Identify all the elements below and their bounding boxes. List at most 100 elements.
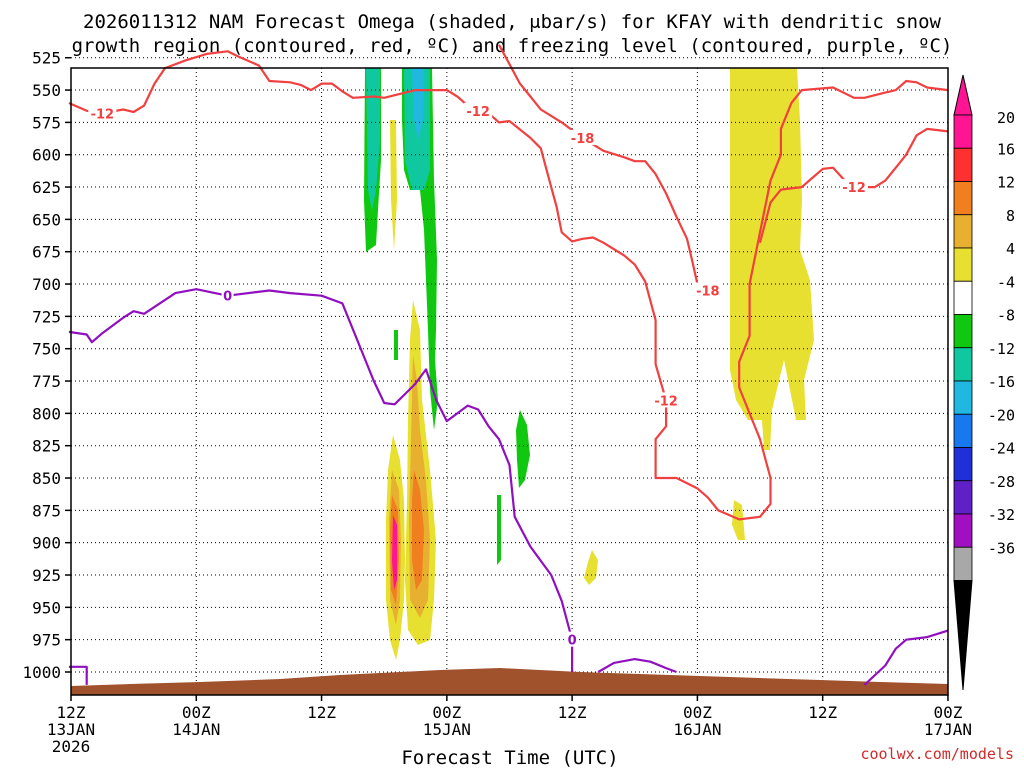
- contour-label-bg: [221, 287, 234, 303]
- plot-area: [71, 68, 948, 695]
- y-tick-label: 950: [32, 598, 61, 617]
- x-axis-label: Forecast Time (UTC): [401, 747, 618, 768]
- colorbar-swatch: [953, 347, 973, 382]
- x-tick-label: 12Z: [57, 703, 86, 722]
- colorbar-tick-label: -36: [988, 539, 1015, 557]
- contour-label: -12: [466, 105, 490, 120]
- contour-label-bg: [88, 105, 117, 121]
- y-tick-label: 800: [32, 404, 61, 423]
- contour-label-bg: [693, 282, 722, 298]
- colorbar-tick-label: -16: [988, 373, 1015, 391]
- contour-label-bg: [566, 631, 579, 647]
- y-tick-label: 575: [32, 113, 61, 132]
- colorbar-swatch: [953, 247, 973, 282]
- contour-line: [68, 288, 574, 672]
- y-tick-label: 850: [32, 469, 61, 488]
- y-tick-label: 650: [32, 210, 61, 229]
- omega-yellow-region-right: [730, 68, 814, 450]
- contour-label: -18: [571, 132, 595, 147]
- colorbar-tick-label: 12: [997, 174, 1015, 192]
- omega-magenta-core: [392, 515, 397, 590]
- contour-line: [68, 50, 949, 521]
- x-tick-label: 00Z: [934, 703, 963, 722]
- y-axis: 525 550 575 600 625 650 675 700 725 750 775 800 825 8…: [22, 49, 71, 682]
- x-tick-label: 12Z: [558, 703, 587, 722]
- y-tick-label: 1000: [22, 663, 61, 682]
- omega-yellow-strip: [390, 120, 397, 250]
- colorbar-tick-label: -20: [988, 406, 1015, 424]
- colorbar-swatch: [953, 380, 973, 415]
- x-tick-label: 00Z: [182, 703, 211, 722]
- colorbar-swatch: [953, 546, 973, 581]
- contour-label: -12: [654, 394, 678, 409]
- y-tick-label: 750: [32, 340, 61, 359]
- contour-line: [68, 665, 88, 685]
- y-tick-label: 725: [32, 307, 61, 326]
- omega-yellow-blob-small: [584, 550, 598, 585]
- y-tick-label: 975: [32, 631, 61, 650]
- y-tick-label: 925: [32, 566, 61, 585]
- colorbar: 20 16 12 8 4 -4 -8 -12 -16 -20 -24 -28 -32 -36: [953, 74, 1015, 691]
- colorbar-swatch: [953, 280, 973, 315]
- colorbar-swatch: [953, 480, 973, 515]
- x-tick-label: 13JAN: [47, 720, 95, 739]
- omega-green-blob-2: [516, 410, 530, 488]
- colorbar-tick-label: -8: [997, 307, 1015, 325]
- colorbar-tick-label: -4: [997, 273, 1015, 291]
- x-tick-label: 2026: [52, 737, 91, 756]
- contour-line: [863, 629, 949, 686]
- contour-lines: 0 0 -12 -12 -12 -12 -18 -18: [68, 44, 949, 686]
- contour-label: 0: [568, 634, 577, 649]
- colorbar-swatch: [953, 314, 973, 349]
- contour-label-bg: [464, 102, 493, 118]
- x-tick-label: 00Z: [432, 703, 461, 722]
- x-tick-label: 12Z: [808, 703, 837, 722]
- y-tick-label: 700: [32, 275, 61, 294]
- colorbar-swatch: [953, 147, 973, 182]
- colorbar-tick-label: 8: [1006, 207, 1015, 225]
- credit-text: coolwx.com/models: [860, 745, 1014, 763]
- omega-green-blob-1: [394, 330, 398, 360]
- x-tick-label: 16JAN: [673, 720, 721, 739]
- colorbar-tick-label: -28: [988, 473, 1015, 491]
- colorbar-tick-label: 20: [997, 109, 1015, 127]
- contour-label: -12: [842, 181, 866, 196]
- colorbar-swatch: [953, 181, 973, 216]
- omega-cyan-region-1: [366, 68, 380, 210]
- contour-line: [498, 44, 709, 292]
- colorbar-tick-label: -24: [988, 440, 1015, 458]
- x-tick-label: 00Z: [683, 703, 712, 722]
- colorbar-tick-label: 4: [1006, 240, 1015, 258]
- colorbar-bottom-arrow: [953, 580, 973, 691]
- colorbar-swatch: [953, 513, 973, 548]
- contour-label: -12: [91, 107, 115, 122]
- y-tick-label: 675: [32, 243, 61, 262]
- terrain: [71, 668, 948, 695]
- y-tick-label: 900: [32, 534, 61, 553]
- y-tick-label: 625: [32, 178, 61, 197]
- colorbar-tick-label: -32: [988, 506, 1015, 524]
- y-tick-label: 600: [32, 146, 61, 165]
- contour-label-bg: [840, 179, 868, 195]
- x-tick-label: 12Z: [307, 703, 336, 722]
- contour-label: 0: [223, 290, 232, 305]
- y-tick-label: 525: [32, 49, 61, 68]
- y-tick-label: 550: [32, 81, 61, 100]
- chart-title-line1: 2026011312 NAM Forecast Omega (shaded, μ…: [83, 11, 941, 33]
- contour-label-bg: [652, 392, 681, 408]
- contour-line: [597, 658, 677, 674]
- y-tick-label: 775: [32, 372, 61, 391]
- colorbar-tick-label: -12: [988, 340, 1015, 358]
- colorbar-swatch: [953, 114, 973, 149]
- chart-title-line2: growth region (contoured, red, ºC) and f…: [72, 35, 953, 57]
- x-tick-label: 17JAN: [924, 720, 972, 739]
- x-tick-label: 14JAN: [172, 720, 220, 739]
- y-tick-label: 825: [32, 437, 61, 456]
- y-tick-label: 875: [32, 501, 61, 520]
- colorbar-swatch: [953, 413, 973, 448]
- omega-green-blob-3: [497, 495, 501, 565]
- contour-label-bg: [568, 129, 597, 145]
- x-tick-label: 15JAN: [423, 720, 471, 739]
